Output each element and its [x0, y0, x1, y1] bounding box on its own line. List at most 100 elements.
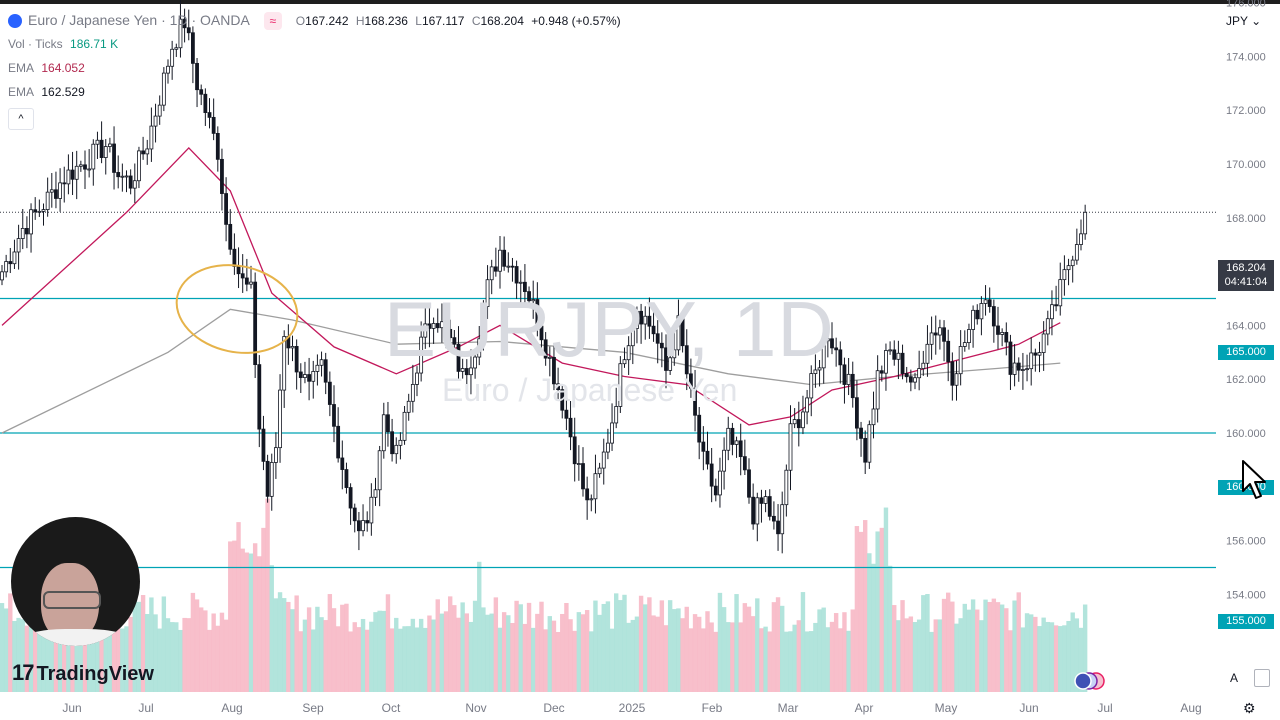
volume-bar [41, 603, 46, 692]
candle [352, 503, 357, 533]
volume-bar [477, 561, 482, 692]
volume-bar [701, 628, 706, 692]
candle-body [801, 411, 805, 429]
volume-bar [759, 628, 764, 692]
candle-body [510, 265, 515, 268]
candle [415, 366, 419, 397]
candle-body [751, 496, 756, 525]
candle-body [1029, 352, 1034, 370]
candle-body [444, 321, 448, 330]
symbol-title[interactable]: Euro / Japanese Yen · 1D · OANDA [28, 12, 250, 28]
candle [738, 423, 743, 476]
candle-body [1066, 265, 1071, 271]
candle [983, 285, 988, 316]
candle-body [1070, 259, 1075, 267]
candle-body [672, 349, 677, 359]
candle [560, 385, 565, 419]
candle [502, 236, 507, 271]
volume-legend[interactable]: Vol · Ticks 186.71 K [8, 37, 122, 51]
volume-bar [518, 604, 523, 692]
volume-bar [116, 616, 121, 692]
candle-body [618, 363, 623, 407]
volume-bar [3, 608, 9, 692]
volume-bar [298, 631, 303, 692]
candle [257, 355, 262, 448]
candles[interactable] [0, 0, 1088, 554]
candle-body [336, 425, 341, 459]
candle-body [477, 338, 482, 358]
candle [527, 286, 531, 307]
volume-bar [128, 616, 133, 692]
candle-body [763, 496, 768, 504]
ema-slow-legend[interactable]: EMA 162.529 [8, 85, 89, 99]
candle [224, 177, 229, 242]
volume-bar [601, 603, 606, 692]
candle-body [108, 143, 112, 147]
candle-body [626, 345, 631, 361]
ema-fast-legend[interactable]: EMA 164.052 [8, 61, 89, 75]
ema-fast-line [1, 146, 1061, 426]
candle-body [1074, 244, 1079, 261]
volume-bar [584, 610, 590, 692]
candle [892, 340, 897, 366]
volume-bar [86, 627, 92, 692]
collapse-legend-button[interactable]: ^ [8, 108, 34, 130]
compare-icon[interactable] [1071, 671, 1107, 691]
candle [319, 351, 324, 377]
candle [684, 329, 689, 391]
y-tick-label: 156.000 [1226, 536, 1266, 548]
volume-bar [892, 605, 897, 692]
candle-body [356, 520, 361, 532]
candle-body [452, 337, 457, 345]
settings-icon[interactable]: ⚙ [1243, 700, 1256, 716]
candle-body [145, 148, 150, 155]
volume-bar [489, 613, 494, 692]
candle [29, 203, 33, 253]
volume-bar [995, 602, 1001, 692]
volume-bar [838, 628, 843, 692]
candle-body [772, 515, 776, 522]
candle [589, 494, 594, 512]
candle-body [863, 437, 868, 463]
ema-slow-line [1, 308, 1061, 434]
tradingview-logo[interactable]: 17 TradingView [12, 660, 154, 686]
volume-bar [1049, 622, 1055, 692]
candle-body [124, 175, 129, 178]
annotation-ellipse[interactable] [168, 254, 305, 363]
candle-body [884, 350, 888, 374]
wave-icon[interactable]: ≈ [263, 12, 282, 31]
volume-bar [232, 540, 237, 692]
volume-bar [406, 626, 411, 692]
candle [95, 131, 100, 159]
volume-bar [203, 610, 208, 692]
currency-selector[interactable]: JPY ⌄ [1222, 10, 1278, 32]
level-165-tag[interactable]: 165.000 [1218, 345, 1274, 360]
glasses [43, 591, 101, 609]
candle-body [149, 125, 154, 150]
volume-bar [12, 620, 17, 692]
candle-body [423, 323, 428, 338]
candle [70, 151, 75, 196]
candle [879, 365, 884, 382]
candle-body [742, 456, 747, 471]
candle-body [498, 249, 502, 272]
candle [626, 336, 631, 375]
candle [759, 489, 764, 523]
log-scale-button[interactable] [1254, 669, 1270, 687]
volume-bar [410, 618, 416, 692]
candle-body [78, 164, 83, 167]
candle-body [415, 372, 419, 385]
candle-body [556, 383, 560, 391]
level-155-tag[interactable]: 155.000 [1218, 614, 1274, 629]
candle-body [332, 404, 336, 427]
candle [161, 67, 166, 112]
auto-scale-button[interactable]: A [1230, 671, 1239, 685]
candle-body [489, 266, 494, 281]
candle-body [282, 336, 287, 391]
candle-body [855, 397, 859, 429]
candle-body [12, 251, 17, 265]
candle [572, 417, 577, 482]
volume-bar [302, 619, 308, 692]
volume-bar [983, 599, 988, 692]
